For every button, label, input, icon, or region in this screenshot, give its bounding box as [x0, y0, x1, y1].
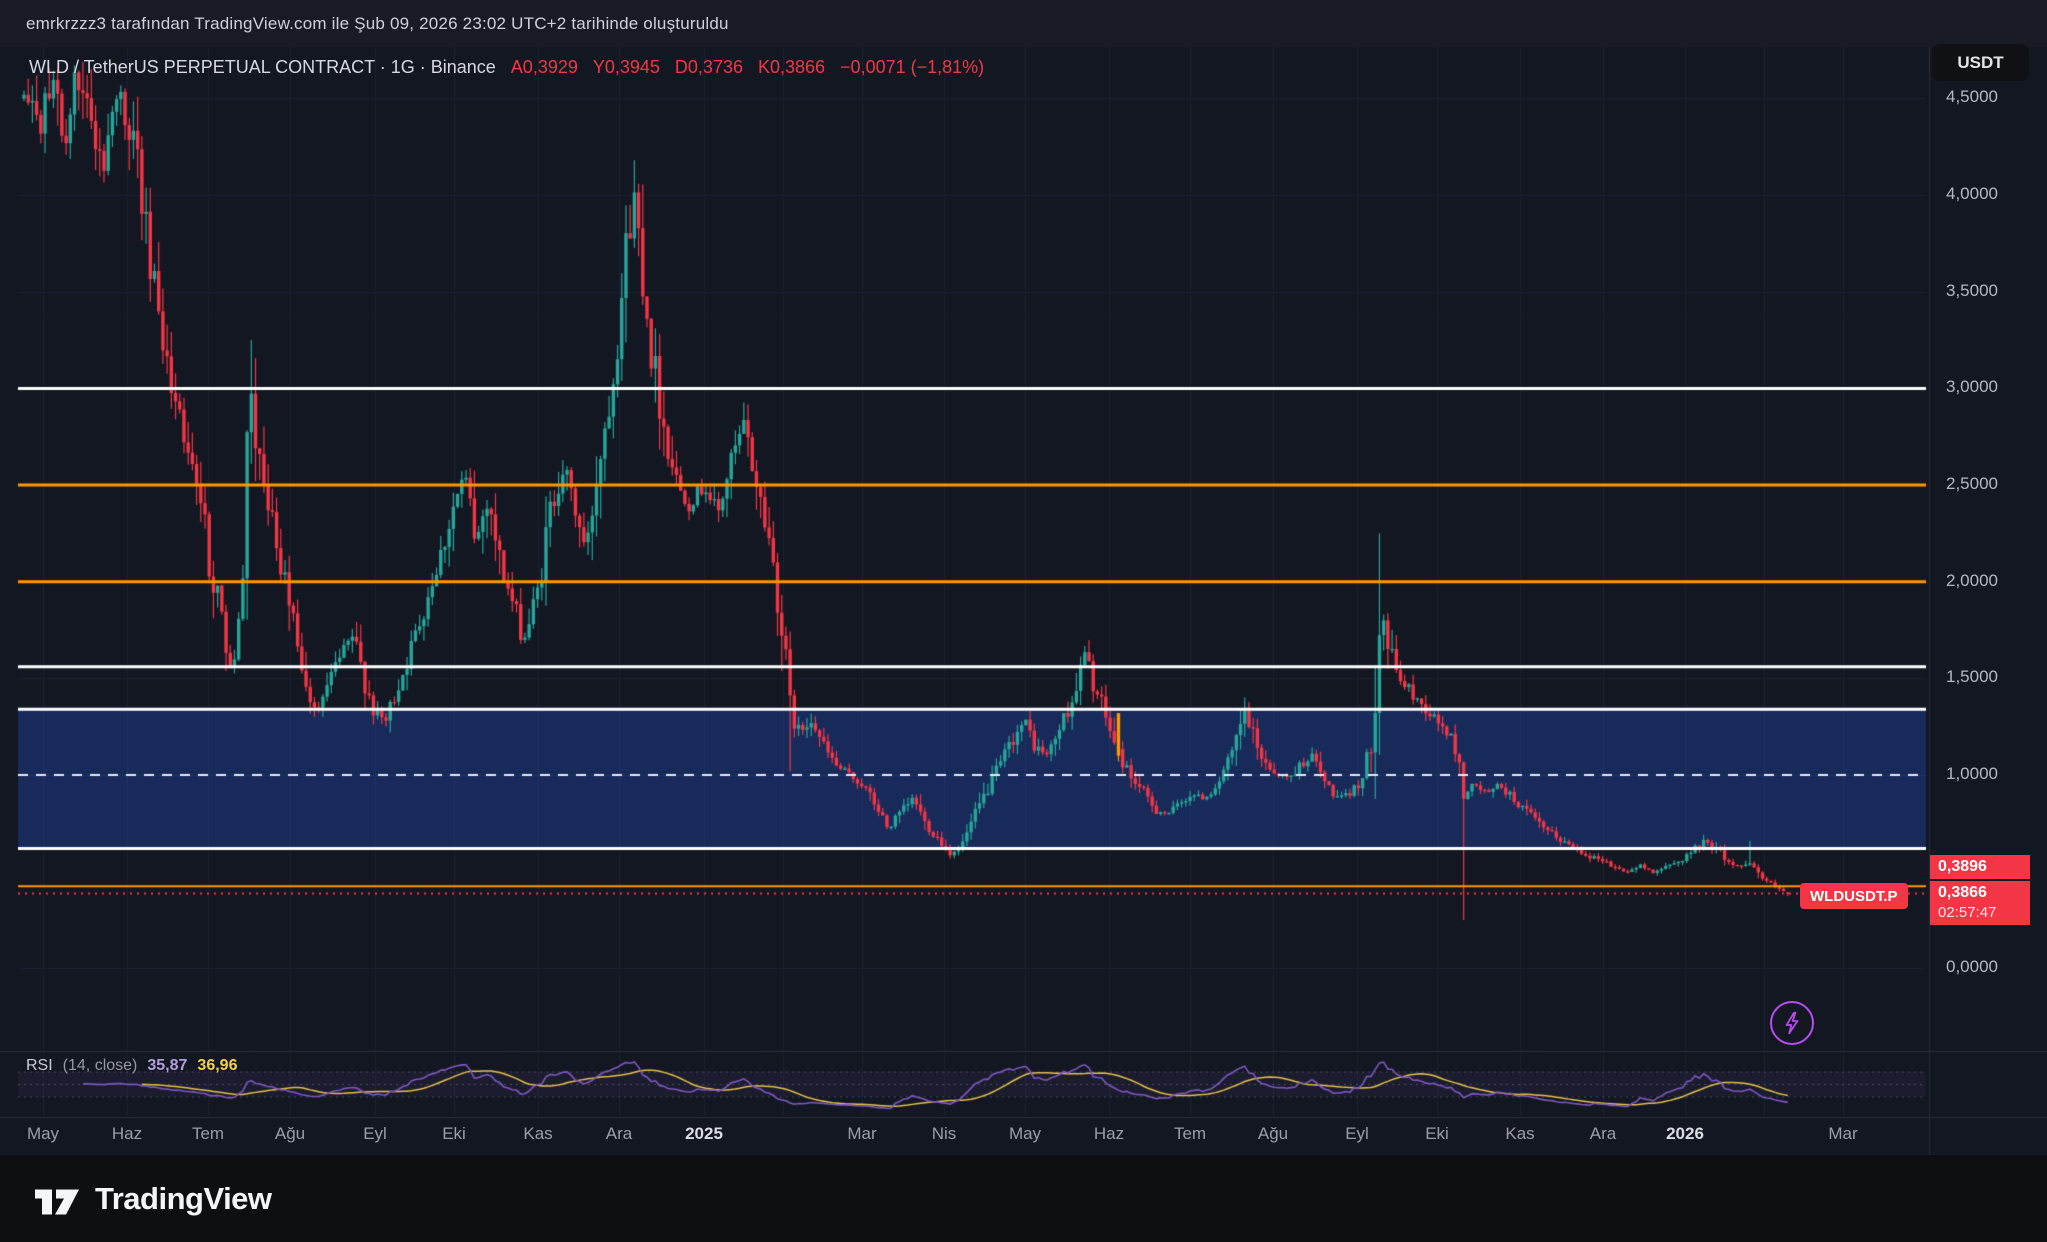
price-axis-label: 2,5000: [1946, 474, 1998, 494]
price-axis-label: 0,0000: [1946, 957, 1998, 977]
time-axis-label: Ağu: [274, 1124, 306, 1143]
ohlc-close: K0,3866: [757, 57, 826, 77]
price-axis-label: 4,0000: [1946, 184, 1998, 204]
last-price-value: 0,3866: [1938, 884, 1987, 901]
attribution-text: emrkrzzz3 tarafından TradingView.com ile…: [26, 13, 729, 33]
time-axis-label: Haz: [1093, 1124, 1125, 1143]
brand-footer: TradingView: [0, 1155, 2047, 1242]
quick-trade-button[interactable]: [1770, 1001, 1814, 1045]
quote-currency-button[interactable]: USDT: [1932, 44, 2029, 81]
time-axis-label: Eki: [1425, 1124, 1449, 1143]
tradingview-logo-icon: [35, 1189, 79, 1215]
time-axis-label: May: [1008, 1124, 1042, 1143]
time-axis-label: Ara: [605, 1124, 633, 1143]
price-axis-label: 1,0000: [1946, 764, 1998, 783]
ohlc-open: A0,3929: [510, 57, 578, 77]
price-label-secondary: 0,3896: [1930, 855, 2030, 879]
time-axis-label: Tem: [1173, 1124, 1207, 1143]
time-axis-label: Eyl: [363, 1124, 387, 1143]
time-axis-label: Mar: [847, 1124, 877, 1143]
price-axis-label: 1,5000: [1946, 667, 1998, 687]
time-axis-label: Eyl: [1345, 1124, 1369, 1143]
time-axis-label: Eki: [442, 1124, 466, 1143]
time-axis-label: Tem: [191, 1124, 225, 1143]
attribution-bar: emrkrzzz3 tarafından TradingView.com ile…: [0, 0, 2047, 47]
bar-countdown: 02:57:47: [1938, 904, 1997, 921]
time-axis-label: Ara: [1589, 1124, 1617, 1143]
time-axis[interactable]: May Haz Tem Ağu Eyl Eki Kas Ara 2025 Mar Nis May Haz…: [0, 1121, 2047, 1155]
time-axis-label: Haz: [111, 1124, 143, 1143]
rsi-params: (14, close): [62, 1057, 138, 1074]
time-axis-label: Kas: [1505, 1124, 1535, 1143]
price-axis-label: 3,0000: [1946, 377, 1998, 397]
last-price-label: 0,3866 02:57:47: [1930, 881, 2030, 925]
price-axis-label: 3,5000: [1946, 280, 1998, 300]
chart-legend[interactable]: WLD / TetherUS PERPETUAL CONTRACT · 1G ·…: [29, 57, 984, 78]
time-axis-label: 2025: [685, 1124, 723, 1143]
symbol-price-tag: WLDUSDT.P: [1800, 883, 1908, 909]
rsi-value: 35,87: [147, 1057, 188, 1074]
tradingview-logo[interactable]: TradingView: [33, 1180, 272, 1217]
lightning-icon: [1785, 1011, 1799, 1035]
ohlc-low: D0,3736: [674, 57, 743, 77]
price-axis-label: 4,5000: [1946, 87, 1998, 107]
time-axis-label: 2026: [1666, 1124, 1704, 1143]
rsi-title: RSI: [26, 1057, 53, 1074]
ohlc-change: −0,0071 (−1,81%): [840, 57, 985, 77]
ohlc-high: Y0,3945: [592, 57, 660, 77]
rsi-ma-value: 36,96: [197, 1057, 238, 1074]
time-axis-label: Ağu: [1257, 1124, 1289, 1143]
price-axis-label: 2,0000: [1946, 570, 1998, 590]
price-axis[interactable]: 4,5000 4,0000 3,5000 3,0000 2,5000 2,0000 1,50…: [1929, 0, 2047, 1155]
symbol-title: WLD / TetherUS PERPETUAL CONTRACT · 1G ·…: [29, 57, 496, 77]
time-axis-label: Kas: [523, 1124, 553, 1143]
time-axis-label: Nis: [931, 1124, 957, 1143]
rsi-legend[interactable]: RSI (14, close) 35,87 36,96: [26, 1057, 237, 1075]
time-axis-label: Mar: [1828, 1124, 1858, 1143]
brand-wordmark: TradingView: [95, 1180, 272, 1216]
time-axis-label: May: [26, 1124, 60, 1143]
